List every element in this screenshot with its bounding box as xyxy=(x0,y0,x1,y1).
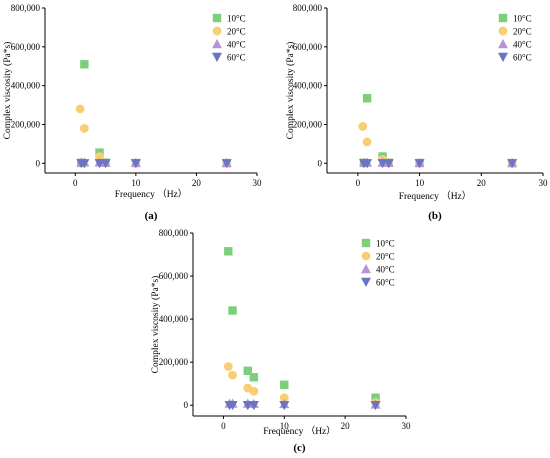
y-axis-title: Complex viscosity (Pa*s) xyxy=(150,276,161,374)
x-tick-label: 20 xyxy=(341,421,351,431)
data-point xyxy=(100,159,111,169)
chart-panel-1: 0 200,000 400,000 600,000 800,000 0 10 20 30 Freq… xyxy=(2,3,262,222)
data-point xyxy=(249,373,259,382)
data-point xyxy=(221,159,232,169)
legend-marker xyxy=(498,13,508,23)
y-tick-label: 600,000 xyxy=(159,271,189,281)
x-tick-label: 0 xyxy=(356,178,361,188)
legend-label: 20°C xyxy=(227,27,246,37)
data-point xyxy=(228,370,237,380)
data-point xyxy=(249,386,259,396)
legend-label: 10°C xyxy=(376,239,395,249)
data-point xyxy=(227,401,238,411)
legend-marker xyxy=(212,13,222,23)
legend-label: 60°C xyxy=(376,278,395,288)
y-tick-label: 800,000 xyxy=(159,228,189,238)
data-point xyxy=(223,362,233,371)
data-point xyxy=(75,104,85,114)
chart-panel-2: 0 200,000 400,000 600,000 800,000 0 10 20 30 Freq… xyxy=(285,3,548,222)
data-point xyxy=(248,401,259,411)
data-point xyxy=(130,159,141,169)
data-point xyxy=(383,159,394,169)
y-tick-label: 600,000 xyxy=(293,42,323,52)
legend-marker xyxy=(361,238,371,248)
y-tick-label: 0 xyxy=(318,158,323,168)
y-tick-label: 600,000 xyxy=(11,42,41,52)
legend-label: 60°C xyxy=(227,53,246,63)
x-tick-label: 30 xyxy=(539,178,549,188)
y-tick-label: 400,000 xyxy=(11,81,41,91)
y-tick-label: 200,000 xyxy=(293,119,323,129)
legend-label: 10°C xyxy=(227,14,246,24)
legend-label: 20°C xyxy=(513,27,532,37)
x-tick-label: 10 xyxy=(415,178,425,188)
y-axis-title: Complex viscosity (Pa*s) xyxy=(285,42,296,140)
panel-label: (a) xyxy=(145,210,158,222)
y-axis-title: Complex viscosity (Pa*s) xyxy=(2,42,13,140)
data-point xyxy=(358,122,368,131)
data-point xyxy=(79,123,89,133)
x-tick-label: 20 xyxy=(477,178,487,188)
data-point xyxy=(95,152,104,161)
data-point xyxy=(228,306,237,315)
legend-label: 40°C xyxy=(227,40,246,50)
y-tick-label: 0 xyxy=(184,400,189,410)
x-axis-title: Frequency （Hz） xyxy=(399,190,472,202)
panel-label: (c) xyxy=(293,442,306,454)
legend-marker xyxy=(212,39,222,49)
data-point xyxy=(224,247,233,256)
data-point xyxy=(362,137,372,147)
x-axis-title: Frequency （Hz） xyxy=(263,425,336,437)
data-point xyxy=(280,380,289,389)
legend-label: 10°C xyxy=(513,14,532,24)
legend-label: 40°C xyxy=(376,265,395,275)
legend-label: 60°C xyxy=(513,53,532,63)
y-tick-label: 400,000 xyxy=(293,81,323,91)
data-point xyxy=(370,401,381,411)
y-tick-label: 0 xyxy=(36,158,41,168)
legend-marker xyxy=(361,251,371,261)
y-tick-label: 800,000 xyxy=(11,3,41,13)
x-tick-label: 10 xyxy=(280,421,290,431)
panel-label: (b) xyxy=(428,210,442,222)
y-tick-label: 200,000 xyxy=(11,119,41,129)
data-point xyxy=(362,159,373,169)
legend-marker xyxy=(212,52,222,62)
legend-label: 40°C xyxy=(513,40,532,50)
legend-marker xyxy=(361,264,371,274)
data-point xyxy=(80,60,89,69)
data-point xyxy=(507,159,518,169)
x-tick-label: 0 xyxy=(221,421,226,431)
data-point xyxy=(243,366,252,375)
legend-marker xyxy=(498,52,508,62)
x-axis-title: Frequency （Hz） xyxy=(115,188,188,200)
data-point xyxy=(414,159,425,169)
x-tick-label: 20 xyxy=(192,178,202,188)
y-tick-label: 400,000 xyxy=(159,314,189,324)
legend-marker xyxy=(361,277,371,287)
x-tick-label: 0 xyxy=(73,178,78,188)
x-tick-label: 30 xyxy=(402,421,412,431)
data-point xyxy=(362,94,372,103)
x-tick-label: 10 xyxy=(131,178,141,188)
data-point xyxy=(279,401,290,411)
legend-marker xyxy=(498,26,508,36)
data-point xyxy=(371,393,380,402)
y-tick-label: 800,000 xyxy=(293,3,323,13)
x-tick-label: 30 xyxy=(253,178,263,188)
data-point xyxy=(79,159,90,169)
legend-label: 20°C xyxy=(376,252,395,262)
data-point xyxy=(279,393,289,403)
legend-marker xyxy=(498,39,508,49)
legend-marker xyxy=(212,26,222,36)
chart-panel-3: 0 200,000 400,000 600,000 800,000 0 10 20 30 Freq… xyxy=(150,228,411,454)
y-tick-label: 200,000 xyxy=(159,357,189,367)
